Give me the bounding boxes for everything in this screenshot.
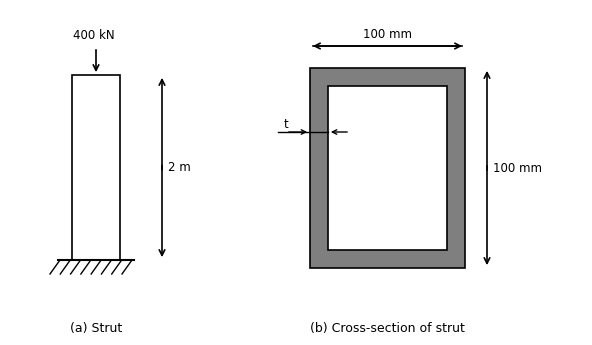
Text: 100 mm: 100 mm: [493, 161, 542, 175]
Text: (a) Strut: (a) Strut: [70, 322, 122, 335]
Text: 100 mm: 100 mm: [363, 28, 412, 41]
Bar: [72, 75, 120, 260]
Text: 2 m: 2 m: [168, 161, 191, 174]
Text: 400 kN: 400 kN: [73, 29, 115, 42]
Text: (b) Cross-section of strut: (b) Cross-section of strut: [310, 322, 465, 335]
Bar: [310, 68, 465, 268]
Bar: [328, 86, 447, 250]
Text: t: t: [284, 118, 288, 130]
